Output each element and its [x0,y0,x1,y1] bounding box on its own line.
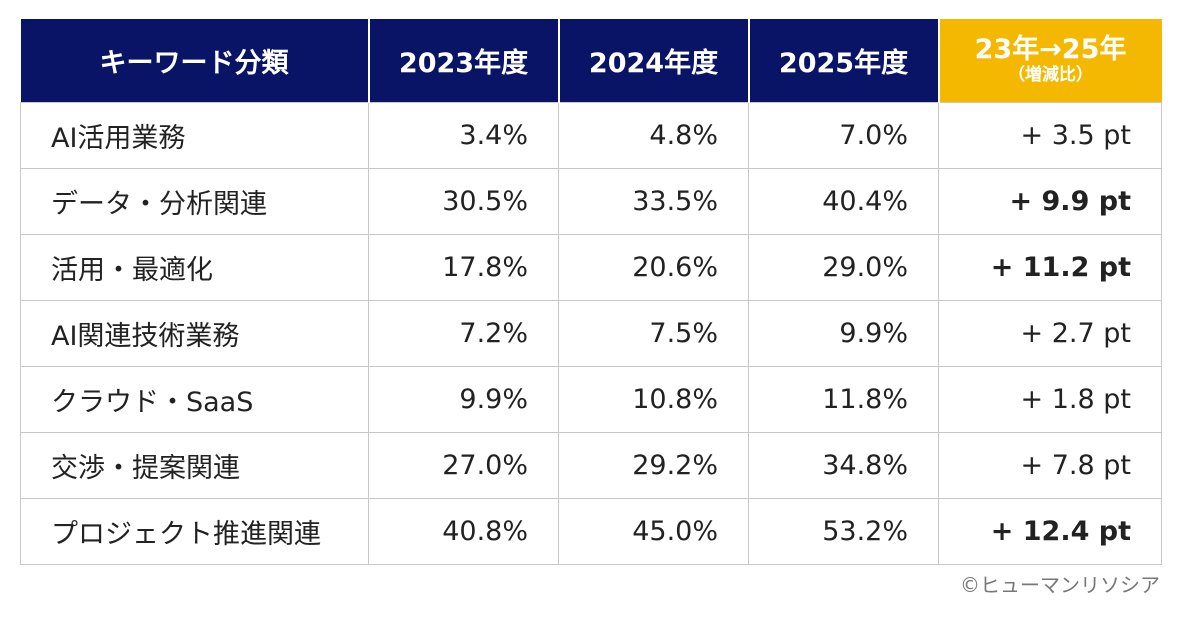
table-header: キーワード分類 2023年度 2024年度 2025年度 23年→25年 （増減… [20,19,1162,103]
keyword-table: キーワード分類 2023年度 2024年度 2025年度 23年→25年 （増減… [20,19,1162,565]
header-2023: 2023年度 [367,19,559,103]
table-body: AI活用業務 3.4% 4.8% 7.0% + 3.5 pt データ・分析関連 30.5% 3… [20,102,1162,565]
cell-2025: 11.8% [748,366,939,433]
table-row: クラウド・SaaS 9.9% 10.8% 11.8% + 1.8 pt [20,366,1162,433]
header-2024: 2024年度 [557,19,749,103]
top-strip [0,0,1200,14]
cell-2025: 29.0% [748,234,939,301]
cell-2025: 40.4% [748,168,939,235]
credit-text: ©ヒューマンリソシア [960,573,1160,597]
cell-diff: + 12.4 pt [938,498,1162,565]
table-row: AI活用業務 3.4% 4.8% 7.0% + 3.5 pt [20,102,1162,169]
cell-diff: + 9.9 pt [938,168,1162,235]
table-row: プロジェクト推進関連 40.8% 45.0% 53.2% + 12.4 pt [20,498,1162,565]
cell-2024: 20.6% [558,234,749,301]
table-row: AI関連技術業務 7.2% 7.5% 9.9% + 2.7 pt [20,300,1162,367]
header-change-main: 23年→25年 [974,33,1127,65]
cell-diff: + 3.5 pt [938,102,1162,169]
header-row: キーワード分類 2023年度 2024年度 2025年度 23年→25年 （増減… [20,19,1162,103]
cell-2023: 7.2% [368,300,559,367]
cell-label: 活用・最適化 [20,234,369,301]
cell-2025: 9.9% [748,300,939,367]
cell-label: 交渉・提案関連 [20,432,369,499]
cell-2023: 9.9% [368,366,559,433]
cell-2024: 4.8% [558,102,749,169]
cell-label: AI活用業務 [20,102,369,169]
cell-diff: + 7.8 pt [938,432,1162,499]
cell-2025: 53.2% [748,498,939,565]
cell-2025: 34.8% [748,432,939,499]
header-category: キーワード分類 [20,19,369,103]
table-row: 活用・最適化 17.8% 20.6% 29.0% + 11.2 pt [20,234,1162,301]
cell-diff: + 11.2 pt [938,234,1162,301]
cell-label: AI関連技術業務 [20,300,369,367]
table-row: 交渉・提案関連 27.0% 29.2% 34.8% + 7.8 pt [20,432,1162,499]
cell-2023: 3.4% [368,102,559,169]
cell-diff: + 1.8 pt [938,366,1162,433]
cell-2025: 7.0% [748,102,939,169]
cell-2023: 40.8% [368,498,559,565]
cell-2024: 10.8% [558,366,749,433]
cell-2023: 17.8% [368,234,559,301]
cell-2023: 30.5% [368,168,559,235]
cell-label: データ・分析関連 [20,168,369,235]
cell-2024: 29.2% [558,432,749,499]
cell-2024: 45.0% [558,498,749,565]
cell-2023: 27.0% [368,432,559,499]
cell-2024: 7.5% [558,300,749,367]
header-change-sub: （増減比） [1008,65,1093,86]
header-2025: 2025年度 [747,19,939,103]
cell-2024: 33.5% [558,168,749,235]
header-change: 23年→25年 （増減比） [937,19,1162,103]
cell-diff: + 2.7 pt [938,300,1162,367]
cell-label: クラウド・SaaS [20,366,369,433]
cell-label: プロジェクト推進関連 [20,498,369,565]
table-row: データ・分析関連 30.5% 33.5% 40.4% + 9.9 pt [20,168,1162,235]
